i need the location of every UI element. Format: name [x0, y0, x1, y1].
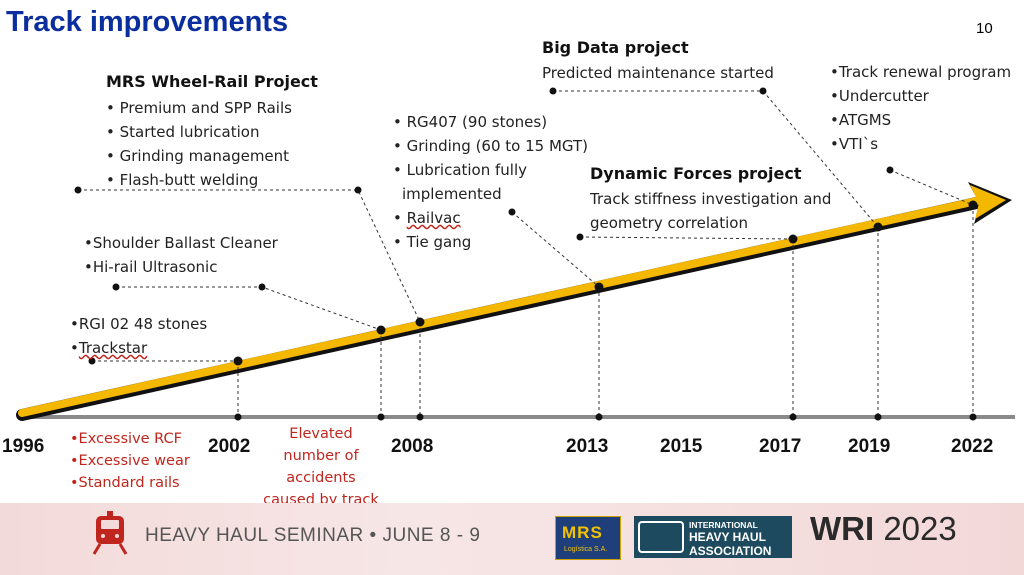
list-item: •Undercutter [830, 87, 929, 105]
issue-item: •Excessive RCF [70, 431, 182, 447]
ihha-badge-icon [638, 521, 684, 553]
list-item: •RGI 02 48 stones [70, 315, 208, 333]
timeline-arrow-icon [16, 182, 1012, 421]
list-item: •ATGMS [830, 111, 892, 129]
year-label: 1996 [2, 436, 45, 457]
year-label: 2022 [951, 436, 994, 457]
list-item: • Railvac [393, 209, 461, 227]
page-title: Track improvements [6, 6, 289, 38]
rgi-list: •RGI 02 48 stones •Trackstar [70, 312, 207, 360]
list-item: •Hi-rail Ultrasonic [84, 258, 218, 276]
list-item: • Grinding management [106, 147, 290, 165]
mrs-project-list: • Premium and SPP Rails • Started lubric… [106, 96, 292, 192]
wri-logo: WRI 2023 [810, 510, 957, 547]
issues-2002: Elevated number of accidents caused by t… [256, 423, 386, 511]
year-label: 2015 [660, 436, 703, 457]
year-label: 2019 [848, 436, 891, 457]
list-item: • Flash-butt welding [106, 171, 259, 189]
list-item: implemented [402, 185, 502, 203]
issue-item: •Standard rails [70, 475, 180, 491]
list-item: • Started lubrication [106, 123, 260, 141]
mrs-project-heading: MRS Wheel-Rail Project [106, 72, 318, 91]
seminar-text: HEAVY HAUL SEMINAR • JUNE 8 - 9 [145, 525, 481, 546]
bigdata-line: Predicted maintenance started [542, 64, 774, 82]
shoulder-list: •Shoulder Ballast Cleaner •Hi-rail Ultra… [84, 231, 278, 279]
list-item: •Trackstar [70, 339, 148, 357]
list-item: • Lubrication fully [393, 161, 528, 179]
bigdata-heading: Big Data project [542, 38, 689, 57]
list-item: geometry correlation [590, 214, 748, 232]
list-item: • Premium and SPP Rails [106, 99, 292, 117]
list-item: •Track renewal program [830, 63, 1012, 81]
list-item: •Shoulder Ballast Cleaner [84, 234, 278, 252]
list-item: • Tie gang [393, 233, 472, 251]
year-label: 2017 [759, 436, 802, 457]
issue-item: Elevated [289, 426, 353, 442]
issue-item: accidents [286, 470, 356, 486]
year-label: 2013 [566, 436, 609, 457]
year-label: 2002 [208, 436, 251, 457]
train-icon [92, 511, 128, 555]
timeline-graphic [16, 87, 1015, 421]
ihha-logo: INTERNATIONAL HEAVY HAUL ASSOCIATION [634, 516, 792, 558]
renewal-list: •Track renewal program •Undercutter •ATG… [830, 60, 1011, 156]
rg407-list: • RG407 (90 stones) • Grinding (60 to 15… [393, 110, 588, 254]
milestone-dots [74, 87, 978, 366]
list-item: • RG407 (90 stones) [393, 113, 548, 131]
footer-band [0, 503, 1024, 575]
axis-dots [234, 413, 977, 421]
issues-1996: •Excessive RCF •Excessive wear •Standard… [70, 428, 190, 494]
issue-item: •Excessive wear [70, 453, 190, 469]
page-number: 10 [976, 20, 993, 37]
dynamic-lines: Track stiffness investigation and geomet… [590, 187, 831, 235]
mrs-logo: MRS Logística S.A. [555, 516, 621, 560]
year-label: 2008 [391, 436, 434, 457]
list-item: Track stiffness investigation and [590, 190, 832, 208]
list-item: • Grinding (60 to 15 MGT) [393, 137, 588, 155]
list-item: •VTI`s [830, 135, 879, 153]
issue-item: number of [283, 448, 359, 464]
dynamic-heading: Dynamic Forces project [590, 164, 802, 183]
